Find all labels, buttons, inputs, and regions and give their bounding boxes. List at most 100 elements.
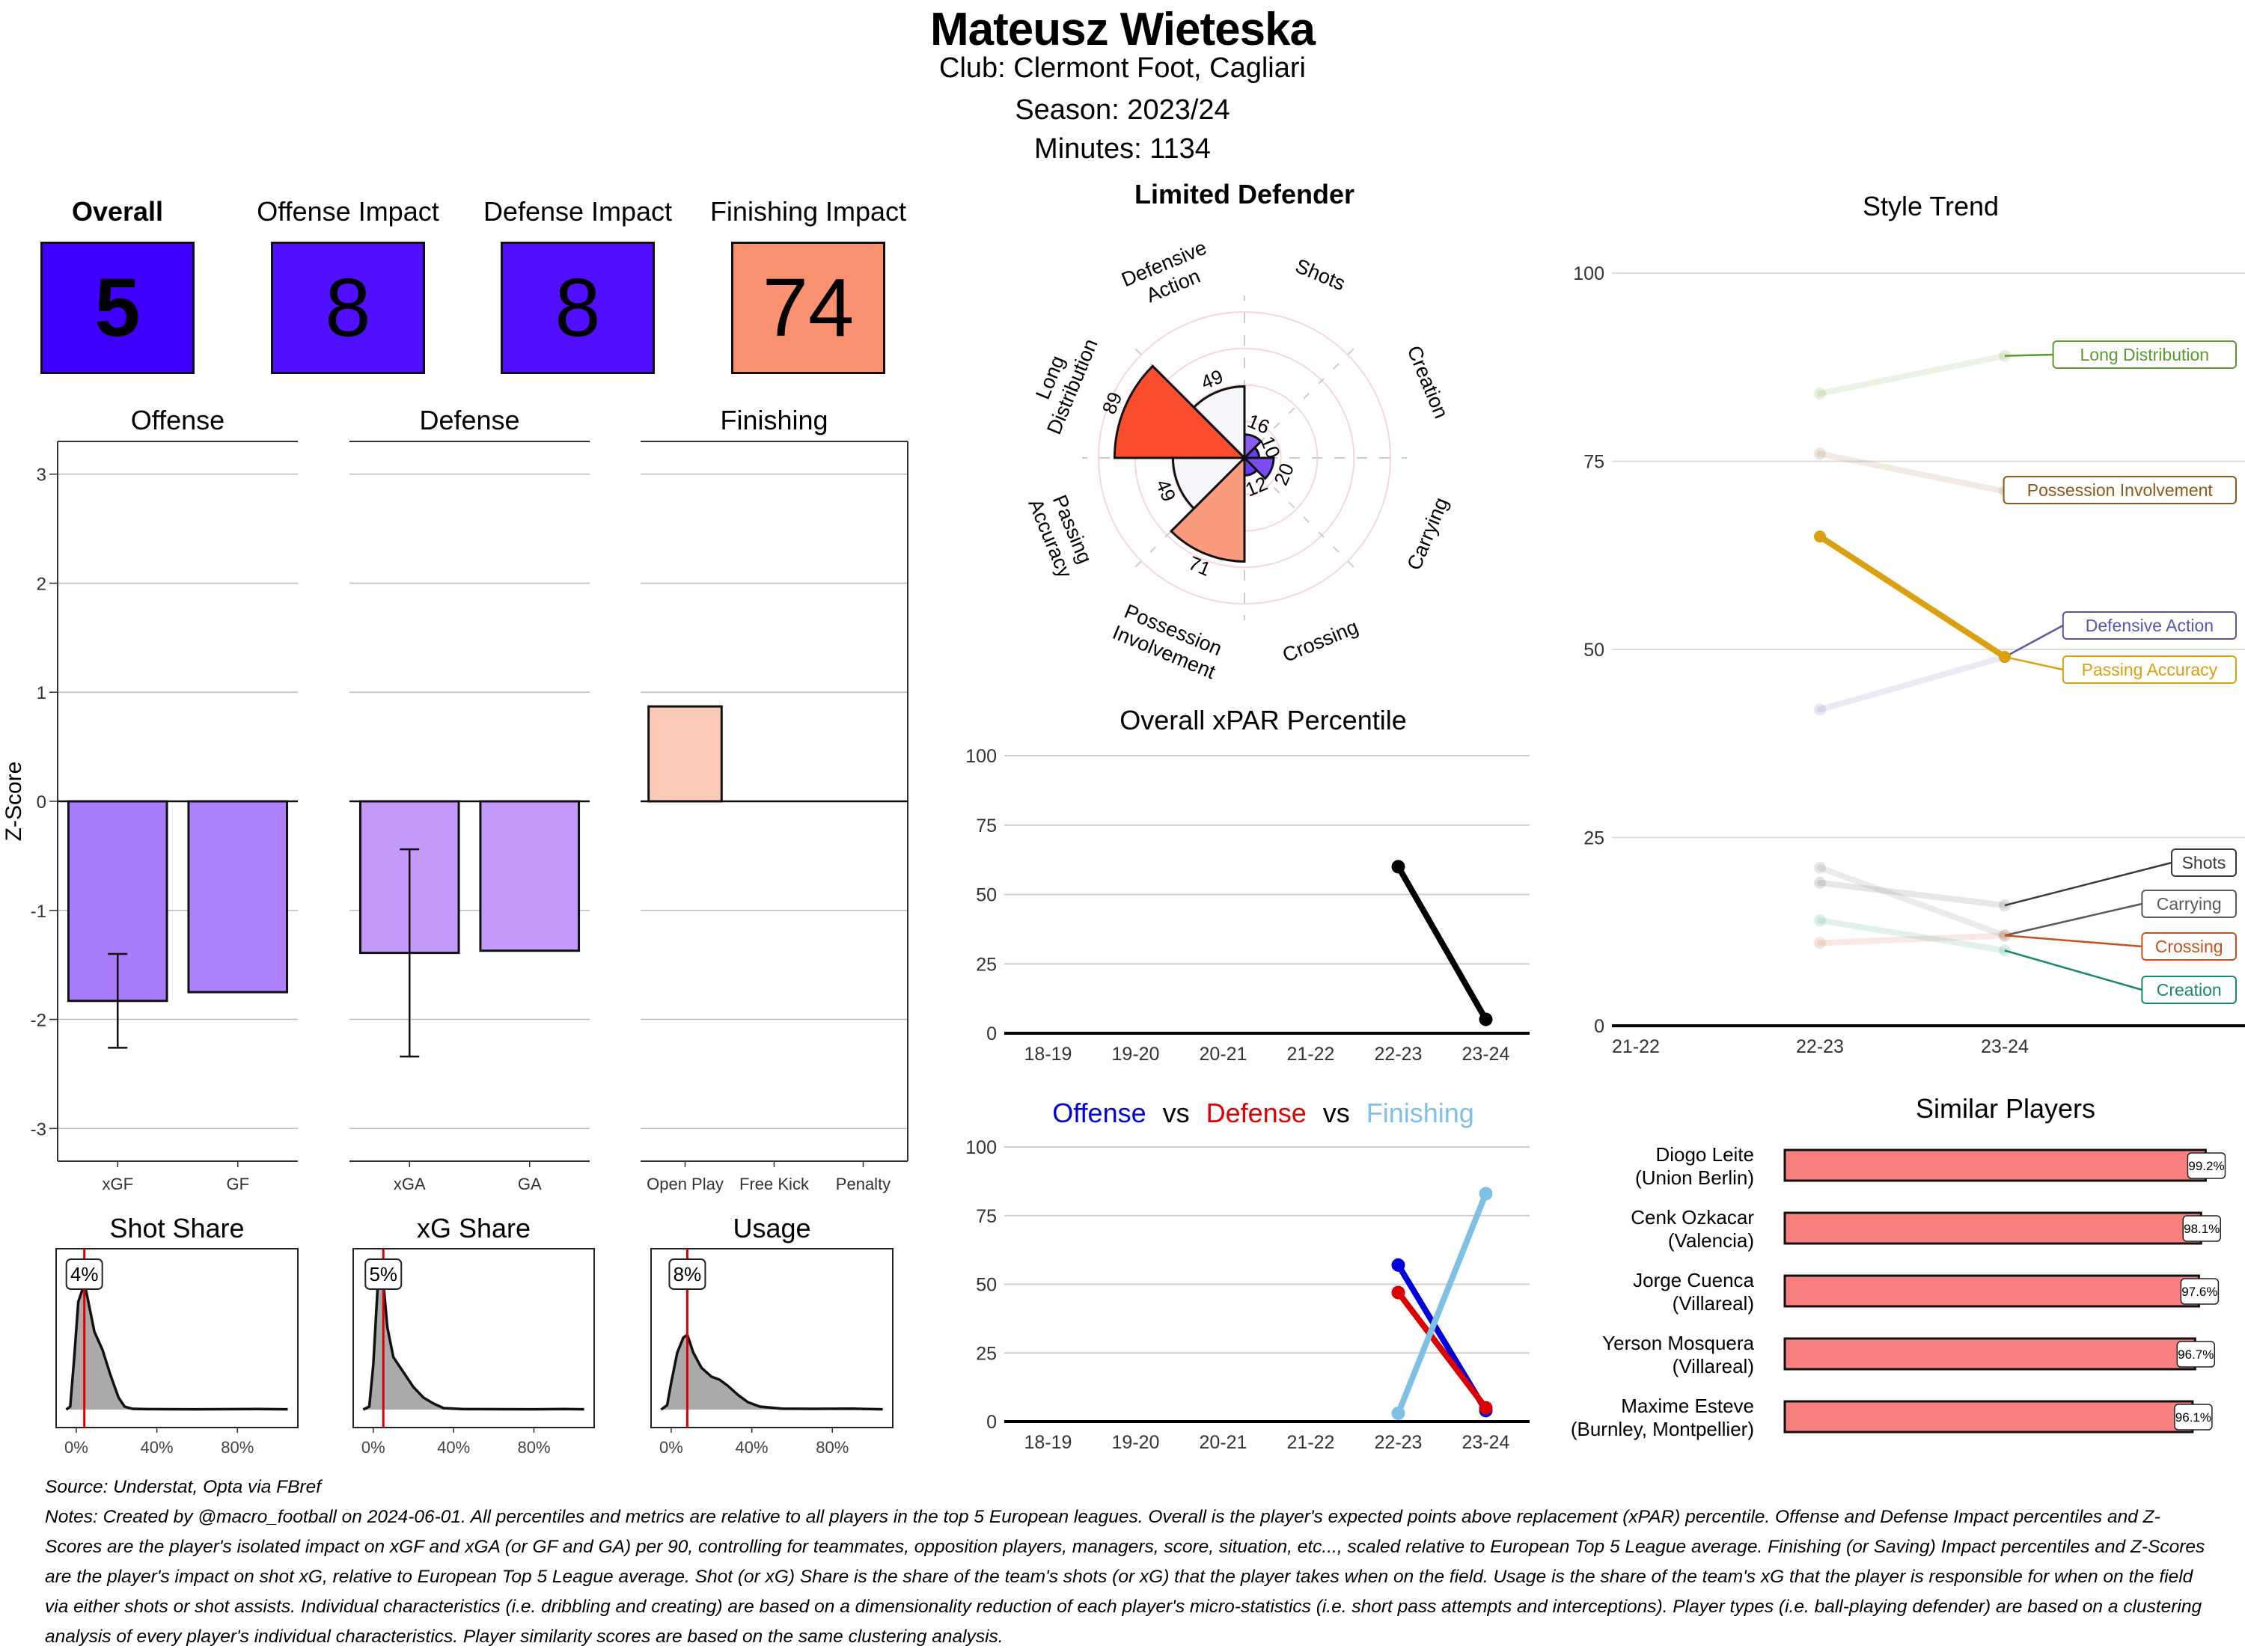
creation-trend-line <box>1817 917 2008 954</box>
x-tick-label: 23-24 <box>1981 1036 2029 1057</box>
y-tick-label: 25 <box>976 954 997 975</box>
data-point <box>1479 1187 1493 1201</box>
label-connector <box>2004 353 2053 357</box>
data-point <box>1391 1285 1405 1300</box>
x-tick-label: Free Kick <box>739 1175 810 1193</box>
x-tick-label: 22-23 <box>1375 1432 1423 1453</box>
player-name: Cenk Ozkacar <box>1631 1206 1754 1229</box>
label-connector <box>2004 902 2142 937</box>
x-tick-label: 21-22 <box>1287 1044 1335 1065</box>
panel-title: Defense <box>419 405 519 435</box>
value-label: 5% <box>369 1263 397 1285</box>
y-tick-label: 75 <box>976 1206 997 1227</box>
y-tick-label: 0 <box>37 792 46 813</box>
similarity-label-box <box>2187 1152 2226 1179</box>
radar-category-label: Creation <box>1402 343 1453 422</box>
y-tick-label: 50 <box>976 885 997 906</box>
ovd-title-part: Defense <box>1206 1098 1307 1128</box>
score-box-label: Defense Impact <box>483 196 673 227</box>
panel-title: Finishing <box>720 405 828 435</box>
similarity-label-box <box>2180 1278 2220 1305</box>
x-tick-label: xGF <box>102 1175 133 1193</box>
score-box-label: Offense Impact <box>257 196 439 227</box>
value-label: 8% <box>674 1263 702 1285</box>
similarity-label: 97.6% <box>2181 1285 2217 1299</box>
passing-accuracy-trend-line <box>1817 533 2008 661</box>
data-point <box>1814 387 1826 400</box>
similar-players-title: Similar Players <box>1916 1093 2095 1124</box>
bar-ga <box>479 800 581 952</box>
y-tick-label: 0 <box>986 1412 997 1433</box>
bar-gf <box>187 800 289 994</box>
y-tick-label: 50 <box>1583 640 1604 661</box>
notes-text: Notes: Created by @macro_football on 202… <box>45 1507 2205 1647</box>
x-tick-label: 19-20 <box>1112 1044 1160 1065</box>
data-point <box>1814 703 1826 716</box>
series-label-box <box>2171 848 2237 877</box>
defense-line <box>1395 1289 1489 1411</box>
density-frame <box>55 1248 299 1428</box>
player-name: Diogo Leite <box>1655 1143 1754 1166</box>
y-tick-label: 0 <box>986 1024 997 1044</box>
score-box: 5 <box>40 242 195 374</box>
y-tick-label: 75 <box>976 816 997 836</box>
series-label: Crossing <box>2155 937 2223 956</box>
data-point <box>1999 899 2011 912</box>
ovd-title-part: vs <box>1323 1098 1350 1128</box>
y-tick-label: 25 <box>1583 828 1604 849</box>
series-label-box <box>2052 340 2237 369</box>
similarity-bar <box>1783 1211 2202 1245</box>
x-tick-label: 0% <box>64 1438 88 1457</box>
label-connector <box>2004 624 2064 658</box>
radar-grid-ring <box>1098 311 1391 605</box>
x-tick-label: 40% <box>736 1438 769 1457</box>
series-label: Shots <box>2182 853 2226 872</box>
radar-slice-possession-involvement <box>1169 455 1246 563</box>
x-tick-label: GA <box>518 1175 542 1193</box>
score-box-value: 74 <box>762 262 855 354</box>
player-club: (Villareal) <box>1673 1355 1754 1377</box>
series-label: Passing Accuracy <box>2082 660 2218 679</box>
y-tick-label: 2 <box>37 574 46 594</box>
x-tick-label: GF <box>226 1175 249 1193</box>
bar-open-play <box>647 705 723 803</box>
x-tick-label: 18-19 <box>1024 1044 1072 1065</box>
y-tick-label: 50 <box>976 1275 997 1296</box>
density-title: Shot Share <box>109 1213 244 1243</box>
data-point <box>1479 1012 1493 1027</box>
x-tick-label: 20-21 <box>1200 1044 1247 1065</box>
player-name: Mateusz Wieteska <box>929 4 1316 55</box>
similarity-bar <box>1783 1274 2200 1308</box>
x-tick-label: 80% <box>517 1438 550 1457</box>
series-label: Long Distribution <box>2080 345 2209 364</box>
series-label-box <box>2062 655 2237 684</box>
player-club: (Valencia) <box>1668 1229 1754 1252</box>
density-line <box>660 1333 883 1411</box>
crossing-trend-line <box>1817 932 2008 946</box>
club-line: Club: Clermont Foot, Cagliari <box>939 52 1306 84</box>
y-tick-label: -1 <box>31 902 46 922</box>
ovd-chart: Offense vs Defense vs Finishing 100 75 50 25 0 18-… <box>965 1098 1530 1453</box>
density-area <box>661 1335 883 1410</box>
x-tick-label: 18-19 <box>1024 1432 1072 1453</box>
season-line: Season: 2023/24 <box>1015 94 1230 126</box>
y-tick-label: 1 <box>37 683 46 703</box>
data-point <box>1814 530 1826 543</box>
similarity-label-box <box>2174 1404 2213 1431</box>
source-note: Source: Understat, Opta via FBref <box>45 1477 322 1497</box>
possession-involvement-trend-line <box>1817 450 2008 495</box>
data-point <box>1391 1258 1405 1272</box>
label-connector <box>2004 934 2142 948</box>
data-point <box>1814 447 1826 460</box>
similarity-label: 99.2% <box>2188 1159 2224 1173</box>
x-tick-label: 23-24 <box>1462 1432 1510 1453</box>
series-label: Carrying <box>2157 894 2222 914</box>
y-tick-label: 3 <box>37 465 46 486</box>
label-connector <box>2004 861 2172 907</box>
data-point <box>1391 860 1405 874</box>
series-label: Possession Involvement <box>2027 480 2214 500</box>
radar-category-label: Carrying <box>1402 495 1453 574</box>
similarity-label: 96.7% <box>2178 1347 2214 1362</box>
density-frame <box>650 1248 894 1428</box>
